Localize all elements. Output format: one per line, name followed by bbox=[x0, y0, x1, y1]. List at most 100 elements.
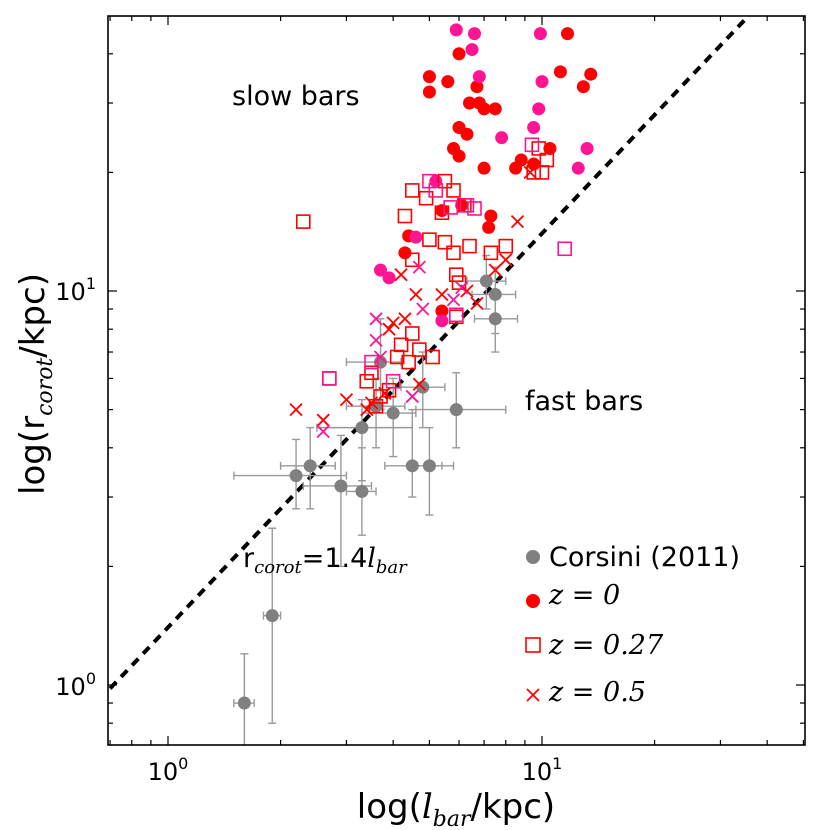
z05-point-stroke bbox=[405, 389, 419, 404]
plot-frame bbox=[107, 15, 806, 746]
z05-point-stroke bbox=[412, 377, 427, 391]
z027-point bbox=[393, 337, 409, 353]
z027-point bbox=[364, 365, 379, 381]
z05-point-stroke bbox=[289, 402, 303, 417]
z0-point bbox=[482, 220, 496, 234]
fast-bars-label: fast bars bbox=[525, 386, 643, 417]
corsini-point bbox=[405, 459, 419, 473]
z027-point bbox=[443, 200, 458, 215]
axis-ticks bbox=[108, 16, 805, 745]
z027-point bbox=[359, 373, 375, 389]
z0-point bbox=[460, 127, 474, 141]
z05-point bbox=[446, 293, 461, 307]
z027-point bbox=[418, 190, 434, 206]
corsini-point bbox=[422, 459, 436, 473]
legend-label-corsini: Corsini (2011) bbox=[549, 542, 740, 573]
z05-point-stroke bbox=[510, 214, 525, 229]
z027-point bbox=[539, 152, 555, 168]
corsini-point bbox=[355, 421, 369, 435]
z0-point bbox=[527, 121, 541, 135]
z05-point bbox=[470, 296, 484, 311]
z05-point-stroke bbox=[373, 350, 388, 364]
z05-point-stroke bbox=[369, 333, 383, 347]
z0-point bbox=[409, 230, 423, 244]
z05-point bbox=[435, 287, 449, 302]
z027-point bbox=[437, 234, 453, 250]
z05-point bbox=[412, 377, 427, 391]
legend-label-z05: z = 0.5 bbox=[548, 677, 646, 708]
z027-point bbox=[483, 245, 499, 261]
y-axis-title: log(rcorot/kpc) bbox=[13, 273, 58, 495]
z0-point bbox=[576, 80, 590, 94]
z05-point bbox=[339, 392, 354, 407]
z05-point bbox=[455, 280, 469, 295]
z05-point-stroke bbox=[455, 280, 469, 295]
z027-point bbox=[462, 238, 477, 254]
z027-point bbox=[448, 307, 464, 323]
z05-point bbox=[289, 402, 303, 417]
z0-point bbox=[374, 263, 388, 277]
x-tick-label-1: 101 bbox=[522, 754, 563, 786]
z0-point bbox=[533, 27, 547, 41]
z05-point bbox=[369, 333, 383, 347]
z027-point bbox=[364, 354, 379, 370]
z05-point bbox=[360, 402, 374, 417]
z0-point bbox=[463, 96, 477, 110]
z0-point bbox=[452, 149, 466, 163]
data-points bbox=[237, 23, 598, 710]
slow-bars-label: slow bars bbox=[232, 81, 360, 112]
legend-label-z0: z = 0 bbox=[548, 580, 620, 611]
corsini-point bbox=[355, 484, 369, 498]
z027-point bbox=[397, 208, 413, 224]
z05-point-stroke bbox=[364, 396, 379, 410]
z05-point-stroke bbox=[386, 316, 400, 330]
z0-point bbox=[580, 141, 594, 155]
z027-point bbox=[405, 326, 420, 341]
z05-point-stroke bbox=[523, 165, 537, 180]
z05-point bbox=[394, 268, 408, 282]
z027-point bbox=[322, 371, 337, 386]
z0-point bbox=[435, 304, 449, 318]
z0-point bbox=[465, 43, 479, 57]
z027-point bbox=[405, 183, 420, 198]
z05-point bbox=[409, 287, 423, 302]
z05-point bbox=[373, 350, 388, 364]
legend-marker-z05 bbox=[526, 688, 540, 702]
z05-point-stroke bbox=[394, 268, 408, 282]
z027-point bbox=[557, 241, 573, 257]
y-tick-label-0: 100 bbox=[55, 669, 96, 701]
legend-label-z027: z = 0.27 bbox=[548, 630, 664, 661]
z05-point-stroke bbox=[460, 284, 474, 298]
z05-point-stroke bbox=[360, 402, 374, 417]
z0-point bbox=[449, 23, 463, 37]
z0-point bbox=[477, 102, 491, 116]
z0-point bbox=[571, 161, 585, 175]
z0-point bbox=[468, 27, 482, 41]
z027-point bbox=[428, 183, 444, 198]
z05-point bbox=[316, 424, 330, 439]
z05-point bbox=[523, 165, 537, 180]
z0-point bbox=[477, 161, 491, 175]
z027-point bbox=[446, 245, 461, 261]
z05-point bbox=[378, 386, 392, 400]
z0-point bbox=[488, 102, 502, 116]
z05-point-stroke bbox=[378, 386, 392, 400]
z05-point-stroke bbox=[416, 302, 430, 316]
z05-point-stroke bbox=[470, 296, 484, 311]
z027-point bbox=[498, 238, 514, 254]
corsini-point bbox=[265, 609, 279, 623]
z0-point bbox=[495, 131, 509, 145]
z0-point bbox=[472, 70, 486, 84]
z027-point bbox=[467, 201, 482, 216]
z05-point bbox=[510, 214, 525, 229]
corsini-point bbox=[488, 287, 502, 301]
legend-marker-z027 bbox=[525, 637, 541, 653]
z05-point bbox=[382, 322, 396, 336]
z05-point bbox=[488, 263, 502, 277]
z0-point bbox=[452, 47, 466, 61]
corsini-point bbox=[386, 406, 400, 420]
legend-marker-corsini bbox=[526, 550, 540, 564]
reference-line-label: rcorot=1.4lbar bbox=[243, 543, 408, 578]
z027-point bbox=[295, 214, 311, 229]
corsini-point bbox=[488, 312, 502, 326]
